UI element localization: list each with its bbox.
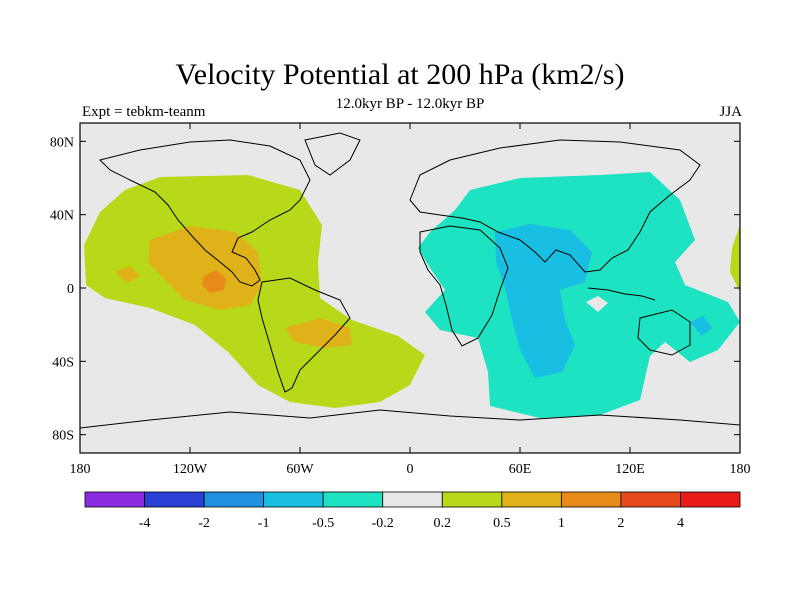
coastline-greenland — [304, 132, 361, 176]
colorbar-level-label: -1 — [258, 516, 270, 531]
region-positive-mid-south-america — [285, 318, 352, 348]
x-tick-label: 60E — [509, 462, 532, 477]
colorbar-level-label: -0.2 — [372, 516, 394, 531]
colorbar-swatch — [144, 491, 205, 508]
x-tick-label: 0 — [407, 462, 414, 477]
x-tick-label: 120E — [615, 462, 645, 477]
colorbar-swatch — [441, 491, 503, 508]
colorbar-level-label: -2 — [198, 516, 210, 531]
region-negative-mid-new-guinea — [690, 316, 712, 336]
coastline-indonesia — [587, 287, 656, 301]
region-positive-mid-small — [115, 266, 140, 283]
colorbar-level-label: -0.5 — [312, 516, 334, 531]
colorbar-level-label: 4 — [677, 516, 684, 531]
x-tick-label: 180 — [730, 462, 751, 477]
x-axis: 180 120W 60W 0 60E 120E 180 — [70, 123, 751, 477]
colorbar-level-label: -4 — [139, 516, 151, 531]
coastline-north-america — [99, 139, 311, 287]
colorbar-swatch — [84, 491, 145, 508]
region-positive-high-eastern-pacific — [202, 270, 226, 293]
x-tick-label: 180 — [70, 462, 91, 477]
chart-title: Velocity Potential at 200 hPa (km2/s) — [175, 58, 625, 91]
colorbar-swatch — [560, 491, 622, 508]
x-tick-label: 60W — [286, 462, 314, 477]
coastlines — [80, 132, 740, 429]
coastline-antarctica — [80, 409, 740, 429]
colorbar-swatch — [680, 491, 741, 508]
y-tick-label: 0 — [67, 282, 74, 297]
coastline-africa — [419, 225, 509, 347]
coastline-eurasia — [409, 139, 701, 273]
colorbar-swatch — [203, 491, 265, 508]
colorbar-level-label: 0.5 — [493, 516, 511, 531]
colorbar-labels: -4 -2 -1 -0.5 -0.2 0.2 0.5 1 2 4 — [139, 516, 684, 531]
colorbar-swatch — [263, 491, 324, 508]
colorbar-swatch — [322, 491, 384, 508]
coastline-australia — [637, 309, 691, 356]
region-negative-mid-indian-ocean — [495, 224, 592, 378]
x-tick-label: 120W — [173, 462, 208, 477]
colorbar-swatch — [620, 491, 681, 508]
colorbar-level-label: 0.2 — [434, 516, 452, 531]
region-positive-mid-central-america — [148, 226, 262, 310]
colorbar — [84, 491, 741, 508]
region-positive-low-east-edge — [730, 225, 740, 292]
contour-fill-layer — [80, 132, 740, 429]
experiment-label: Expt = tebkm-teanm — [82, 104, 206, 120]
colorbar-swatch — [501, 491, 562, 508]
coastline-south-america — [257, 277, 351, 393]
y-tick-label: 80S — [52, 429, 74, 444]
region-neutral-hole-indonesia — [586, 296, 608, 312]
chart-subtitle: 12.0kyr BP - 12.0kyr BP — [335, 96, 485, 112]
colorbar-level-label: 2 — [617, 516, 624, 531]
colorbar-swatch — [382, 491, 443, 508]
y-tick-label: 40N — [50, 209, 74, 224]
colorbar-level-label: 1 — [558, 516, 565, 531]
season-label: JJA — [719, 104, 742, 120]
y-tick-label: 40S — [52, 355, 74, 370]
y-axis: 80N 40N 0 40S 80S — [50, 135, 740, 444]
y-tick-label: 80N — [50, 135, 74, 150]
